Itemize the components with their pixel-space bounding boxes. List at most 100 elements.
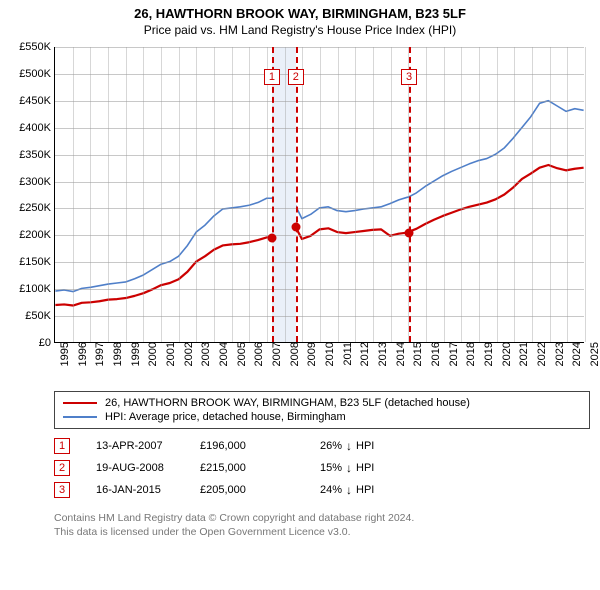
sale-delta-pct: 26%: [320, 440, 342, 452]
sale-event-point: [291, 223, 300, 232]
sale-events-table: 113-APR-2007£196,00026%↓HPI219-AUG-2008£…: [54, 435, 590, 501]
grid-line-v: [90, 47, 91, 342]
sale-price: £215,000: [200, 462, 320, 474]
sale-delta: 15% ↓ HPI: [320, 461, 470, 475]
grid-line-v: [338, 47, 339, 342]
legend-swatch: [63, 416, 97, 418]
grid-line-v: [479, 47, 480, 342]
x-axis-label: 2003: [196, 342, 212, 366]
arrow-down-icon: ↓: [346, 439, 352, 453]
plot-area: £0£50K£100K£150K£200K£250K£300K£350K£400…: [54, 47, 584, 343]
sale-event-marker-box: 3: [401, 69, 417, 85]
x-axis-label: 2019: [479, 342, 495, 366]
grid-line-v: [73, 47, 74, 342]
x-axis-label: 2007: [267, 342, 283, 366]
y-axis-label: £500K: [19, 68, 55, 80]
sale-delta: 26% ↓ HPI: [320, 439, 470, 453]
grid-line-v: [497, 47, 498, 342]
sale-delta-hpi: HPI: [356, 440, 374, 452]
x-axis-label: 2008: [285, 342, 301, 366]
y-axis-label: £550K: [19, 41, 55, 53]
grid-line-v: [214, 47, 215, 342]
sale-date: 16-JAN-2015: [70, 484, 200, 496]
sale-table-row: 113-APR-2007£196,00026% ↓ HPI: [54, 435, 590, 457]
legend: 26, HAWTHORN BROOK WAY, BIRMINGHAM, B23 …: [54, 391, 590, 429]
x-axis-label: 1998: [108, 342, 124, 366]
x-axis-label: 2005: [232, 342, 248, 366]
grid-line-v: [550, 47, 551, 342]
x-axis-label: 1996: [73, 342, 89, 366]
sale-event-marker-box: 2: [288, 69, 304, 85]
grid-line-v: [126, 47, 127, 342]
x-axis-label: 2004: [214, 342, 230, 366]
x-axis-label: 2010: [320, 342, 336, 366]
grid-line-v: [532, 47, 533, 342]
x-axis-label: 2023: [550, 342, 566, 366]
grid-line-v: [302, 47, 303, 342]
legend-label: 26, HAWTHORN BROOK WAY, BIRMINGHAM, B23 …: [105, 397, 470, 409]
grid-line-v: [179, 47, 180, 342]
sale-event-line: [409, 47, 411, 342]
sale-delta-hpi: HPI: [356, 462, 374, 474]
sale-delta-hpi: HPI: [356, 484, 374, 496]
sale-delta-pct: 24%: [320, 484, 342, 496]
y-axis-label: £400K: [19, 122, 55, 134]
sale-delta-pct: 15%: [320, 462, 342, 474]
x-axis-label: 2018: [461, 342, 477, 366]
chart-subtitle: Price paid vs. HM Land Registry's House …: [10, 23, 590, 37]
y-axis-label: £100K: [19, 283, 55, 295]
x-axis-label: 1995: [55, 342, 71, 366]
x-axis-label: 1997: [90, 342, 106, 366]
grid-line-v: [567, 47, 568, 342]
y-axis-label: £0: [39, 337, 55, 349]
x-axis-label: 2013: [373, 342, 389, 366]
sale-date: 19-AUG-2008: [70, 462, 200, 474]
y-axis-label: £300K: [19, 176, 55, 188]
grid-line-v: [267, 47, 268, 342]
sale-event-point: [405, 229, 414, 238]
sale-table-marker-box: 1: [54, 438, 70, 454]
sale-table-marker-box: 2: [54, 460, 70, 476]
y-axis-label: £150K: [19, 256, 55, 268]
x-axis-label: 2016: [426, 342, 442, 366]
sale-table-row: 219-AUG-2008£215,00015% ↓ HPI: [54, 457, 590, 479]
x-axis-label: 2002: [179, 342, 195, 366]
sale-event-marker-box: 1: [264, 69, 280, 85]
grid-line-v: [249, 47, 250, 342]
x-axis-label: 2021: [514, 342, 530, 366]
y-axis-label: £250K: [19, 202, 55, 214]
sale-price: £196,000: [200, 440, 320, 452]
sale-date: 13-APR-2007: [70, 440, 200, 452]
sale-price: £205,000: [200, 484, 320, 496]
legend-row: 26, HAWTHORN BROOK WAY, BIRMINGHAM, B23 …: [63, 396, 581, 410]
grid-line-v: [143, 47, 144, 342]
grid-line-v: [320, 47, 321, 342]
x-axis-label: 2020: [497, 342, 513, 366]
sale-table-row: 316-JAN-2015£205,00024%↓HPI: [54, 479, 590, 501]
grid-line-v: [355, 47, 356, 342]
y-axis-label: £450K: [19, 95, 55, 107]
x-axis-label: 2000: [143, 342, 159, 366]
sale-event-line: [296, 47, 298, 342]
grid-line-v: [232, 47, 233, 342]
x-axis-label: 2015: [408, 342, 424, 366]
x-axis-label: 2001: [161, 342, 177, 366]
legend-label: HPI: Average price, detached house, Birm…: [105, 411, 346, 423]
grid-line-v: [585, 47, 586, 342]
x-axis-label: 2011: [338, 342, 354, 366]
legend-swatch: [63, 402, 97, 404]
arrow-down-icon: ↓: [346, 461, 352, 475]
legend-row: HPI: Average price, detached house, Birm…: [63, 410, 581, 424]
attribution: Contains HM Land Registry data © Crown c…: [54, 511, 590, 539]
x-axis-label: 2022: [532, 342, 548, 366]
chart-title-area: 26, HAWTHORN BROOK WAY, BIRMINGHAM, B23 …: [0, 0, 600, 41]
x-axis-label: 2014: [391, 342, 407, 366]
x-axis-label: 2017: [444, 342, 460, 366]
grid-line-v: [285, 47, 286, 342]
grid-line-v: [108, 47, 109, 342]
grid-line-v: [391, 47, 392, 342]
grid-line-v: [373, 47, 374, 342]
grid-line-v: [161, 47, 162, 342]
x-axis-label: 2009: [302, 342, 318, 366]
chart-title: 26, HAWTHORN BROOK WAY, BIRMINGHAM, B23 …: [10, 6, 590, 21]
